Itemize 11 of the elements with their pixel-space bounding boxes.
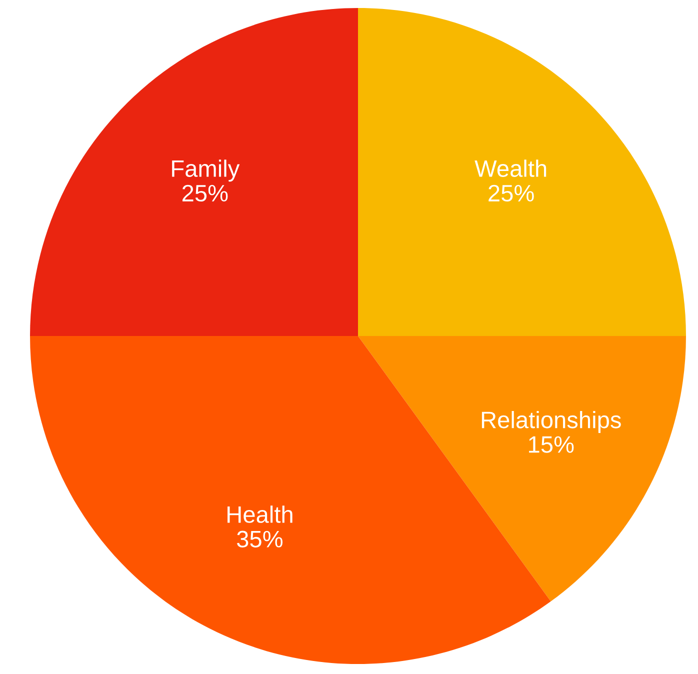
slice-label: Wealth — [474, 160, 546, 177]
data-label: 25% — [182, 184, 228, 202]
data-label: 25% — [488, 184, 534, 202]
pie-slice — [30, 8, 358, 336]
slice-label: Relationships — [482, 410, 621, 433]
pie-slice — [358, 336, 686, 602]
slice-label: Health — [228, 506, 292, 523]
pie-slice — [358, 8, 686, 336]
slice-label: Family — [172, 160, 240, 182]
data-label: 35% — [236, 530, 283, 548]
data-label: 15% — [529, 436, 574, 453]
